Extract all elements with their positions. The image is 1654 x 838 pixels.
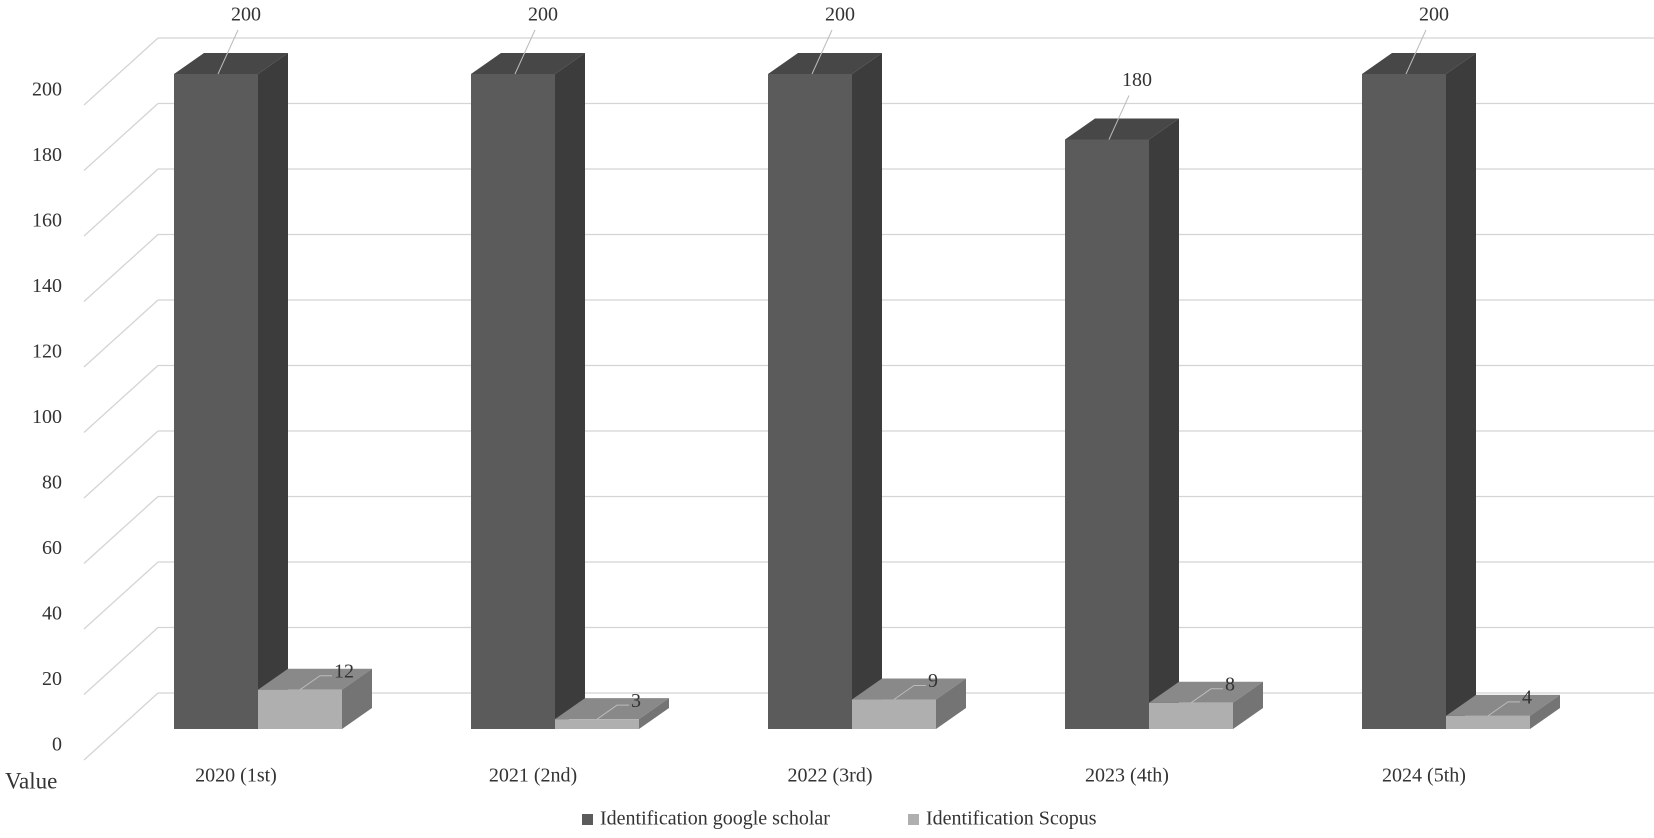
value-label: 200 bbox=[825, 4, 855, 26]
legend-swatch bbox=[582, 814, 593, 825]
bar-side bbox=[1149, 118, 1179, 729]
value-label: 180 bbox=[1122, 69, 1152, 91]
grid-diagonal bbox=[83, 496, 159, 564]
bar bbox=[852, 699, 936, 729]
leader-line bbox=[1108, 95, 1130, 140]
bar-top bbox=[1362, 53, 1476, 74]
y-tick-label: 100 bbox=[32, 406, 62, 428]
bar bbox=[174, 74, 258, 729]
bar bbox=[768, 74, 852, 729]
bar bbox=[471, 74, 555, 729]
bar bbox=[555, 719, 639, 729]
leader-line bbox=[1405, 29, 1427, 75]
value-label: 4 bbox=[1522, 686, 1532, 708]
bar-side bbox=[1530, 694, 1560, 729]
leader-line bbox=[893, 685, 926, 700]
y-tick-label: 20 bbox=[42, 668, 62, 690]
value-label: 3 bbox=[631, 690, 641, 712]
value-label: 200 bbox=[231, 4, 261, 26]
bar-side bbox=[555, 53, 585, 729]
legend-label: Identification Scopus bbox=[926, 808, 1097, 830]
x-tick-label: 2022 (3rd) bbox=[788, 765, 873, 787]
bar-top bbox=[768, 53, 882, 74]
y-tick-label: 120 bbox=[32, 341, 62, 363]
grid-diagonal bbox=[83, 692, 159, 761]
bar-top bbox=[471, 53, 585, 74]
grid-diagonal bbox=[83, 168, 159, 237]
leader-line bbox=[596, 704, 629, 720]
grid-diagonal bbox=[83, 627, 159, 695]
value-label: 200 bbox=[528, 4, 558, 26]
grid-diagonal bbox=[83, 234, 159, 302]
grid-diagonal bbox=[83, 561, 159, 630]
bar-side bbox=[936, 678, 966, 729]
bar-side bbox=[1233, 681, 1263, 729]
x-tick-label: 2024 (5th) bbox=[1382, 765, 1466, 787]
grid-diagonal bbox=[83, 103, 159, 171]
value-label: 200 bbox=[1419, 4, 1449, 26]
y-tick-label: 180 bbox=[32, 144, 62, 166]
bar-top bbox=[1065, 118, 1179, 140]
leader-line bbox=[1190, 688, 1223, 704]
bar bbox=[1446, 715, 1530, 729]
grid-diagonal bbox=[83, 37, 159, 106]
value-label: 8 bbox=[1225, 673, 1235, 695]
legend-label: Identification google scholar bbox=[600, 808, 830, 830]
bar bbox=[1362, 74, 1446, 729]
y-tick-label: 0 bbox=[52, 734, 62, 756]
bar bbox=[258, 689, 342, 729]
y-tick-label: 200 bbox=[32, 79, 62, 101]
grid-diagonal bbox=[83, 430, 159, 499]
value-label: 9 bbox=[928, 670, 938, 692]
value-label: 12 bbox=[334, 660, 354, 682]
leader-line bbox=[299, 675, 332, 691]
x-tick-label: 2020 (1st) bbox=[195, 765, 277, 787]
bar bbox=[1149, 702, 1233, 729]
leader-line bbox=[1487, 701, 1520, 717]
x-tick-label: 2023 (4th) bbox=[1085, 765, 1169, 787]
y-tick-label: 80 bbox=[42, 472, 62, 494]
y-tick-label: 140 bbox=[32, 275, 62, 297]
bar-side bbox=[342, 668, 372, 729]
leader-line bbox=[811, 29, 833, 75]
y-axis-label: Value bbox=[5, 768, 57, 793]
bar bbox=[1065, 139, 1149, 729]
bar-side bbox=[1446, 53, 1476, 729]
leader-line bbox=[514, 29, 536, 75]
y-tick-label: 40 bbox=[42, 603, 62, 625]
grid-diagonal bbox=[83, 299, 159, 368]
bar-side bbox=[852, 53, 882, 729]
bar-side bbox=[639, 698, 669, 729]
legend-swatch bbox=[908, 814, 919, 825]
y-tick-label: 60 bbox=[42, 537, 62, 559]
y-tick-label: 160 bbox=[32, 210, 62, 232]
x-tick-label: 2021 (2nd) bbox=[489, 765, 577, 787]
bar-side bbox=[258, 53, 288, 729]
leader-line bbox=[217, 29, 239, 75]
bar-top bbox=[174, 53, 288, 74]
grid-diagonal bbox=[83, 365, 159, 433]
